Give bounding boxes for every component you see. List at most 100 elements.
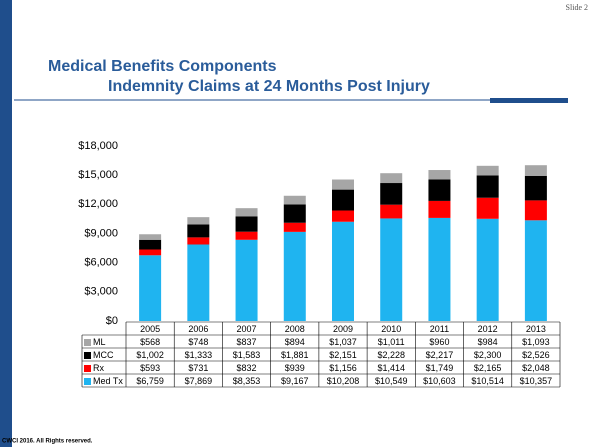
y-tick-label: $6,000: [84, 257, 118, 269]
table-value: $2,151: [329, 350, 357, 360]
legend-label: MCC: [93, 350, 114, 360]
bar-segment: [428, 217, 451, 321]
bar-segment: [332, 221, 354, 321]
bar-segment: [187, 224, 210, 238]
y-tick-label: $18,000: [78, 140, 118, 152]
table-value: $2,165: [474, 363, 502, 373]
legend-label: Med Tx: [93, 376, 123, 386]
bar-segment: [428, 170, 451, 180]
x-tick-label: 2010: [381, 324, 401, 334]
bar-segment: [139, 239, 162, 250]
y-tick-label: $15,000: [78, 169, 118, 181]
bar-segment: [332, 179, 354, 190]
table-value: $832: [237, 363, 257, 373]
bar-segment: [476, 165, 499, 176]
table-value: $939: [285, 363, 305, 373]
table-value: $9,167: [281, 376, 309, 386]
table-value: $1,749: [426, 363, 454, 373]
bar-segment: [380, 183, 403, 205]
bar-segment: [332, 210, 354, 222]
bar-segment: [139, 255, 162, 321]
y-tick-label: $3,000: [84, 286, 118, 298]
bar-segment: [524, 200, 547, 221]
table-value: $1,583: [233, 350, 261, 360]
bar-segment: [380, 218, 403, 321]
bar-segment: [524, 220, 547, 321]
slide-number: Slide 2: [566, 3, 588, 12]
chart-subtitle: Indemnity Claims at 24 Months Post Injur…: [108, 78, 430, 95]
table-value: $2,300: [474, 350, 502, 360]
bar-segment: [428, 179, 451, 201]
table-value: $1,333: [185, 350, 213, 360]
table-value: $10,549: [375, 376, 408, 386]
x-tick-label: 2009: [333, 324, 353, 334]
y-tick-label: $9,000: [84, 227, 118, 239]
y-tick-label: $12,000: [78, 198, 118, 210]
bar-segment: [332, 189, 354, 211]
footer: CWCI 2016. All Rights reserved.: [2, 439, 93, 445]
table-value: $8,353: [233, 376, 261, 386]
chart-title: Medical Benefits Components: [48, 58, 277, 75]
legend-label: Rx: [93, 363, 104, 373]
bar-segment: [283, 204, 306, 223]
x-tick-label: 2005: [140, 324, 160, 334]
x-tick-label: 2007: [237, 324, 257, 334]
bar-segment: [235, 216, 258, 232]
table-value: $960: [429, 337, 449, 347]
table-value: $10,514: [471, 376, 504, 386]
x-tick-label: 2012: [478, 324, 498, 334]
table-value: $7,869: [185, 376, 213, 386]
table-value: $6,759: [136, 376, 164, 386]
bar-segment: [187, 237, 210, 245]
table-value: $2,228: [377, 350, 405, 360]
table-value: $2,048: [522, 363, 550, 373]
x-tick-label: 2011: [430, 324, 449, 334]
table-value: $10,603: [423, 376, 456, 386]
side-band: [0, 0, 12, 447]
x-tick-label: 2006: [188, 324, 208, 334]
table-value: $2,526: [522, 350, 550, 360]
table-value: $837: [237, 337, 257, 347]
table-value: $1,002: [136, 350, 164, 360]
x-tick-label: 2013: [526, 324, 546, 334]
legend-swatch: [84, 378, 91, 385]
bar-segment: [187, 217, 210, 225]
y-tick-label: $0: [106, 315, 118, 327]
table-value: $1,093: [522, 337, 550, 347]
table-value: $593: [140, 363, 160, 373]
bar-segment: [235, 239, 258, 321]
bar-segment: [380, 204, 403, 219]
bar-segment: [139, 249, 162, 256]
table-value: $984: [478, 337, 498, 347]
legend-swatch: [84, 352, 91, 359]
table-value: $1,881: [281, 350, 309, 360]
bar-segment: [235, 231, 258, 240]
table-value: $10,208: [327, 376, 360, 386]
bar-segment: [283, 231, 306, 321]
bar-segment: [283, 222, 306, 232]
bar-segment: [283, 195, 306, 205]
table-value: $1,011: [378, 337, 405, 347]
table-value: $1,414: [377, 363, 405, 373]
bar-segment: [380, 173, 403, 184]
bar-segment: [524, 175, 547, 201]
bar-segment: [524, 165, 547, 176]
legend-label: ML: [93, 337, 106, 347]
bar-segment: [428, 200, 451, 218]
table-value: $10,357: [520, 376, 553, 386]
bar-segment: [476, 175, 499, 198]
table-value: $748: [188, 337, 208, 347]
bar-segment: [187, 244, 210, 321]
table-value: $731: [188, 363, 208, 373]
table-value: $2,217: [426, 350, 454, 360]
table-value: $1,037: [329, 337, 357, 347]
table-value: $894: [285, 337, 305, 347]
table-value: $1,156: [329, 363, 357, 373]
title-rule-accent: [490, 98, 568, 103]
legend-swatch: [84, 365, 91, 372]
table-value: $568: [140, 337, 160, 347]
legend-swatch: [84, 339, 91, 346]
bar-segment: [235, 208, 258, 217]
x-tick-label: 2008: [285, 324, 305, 334]
